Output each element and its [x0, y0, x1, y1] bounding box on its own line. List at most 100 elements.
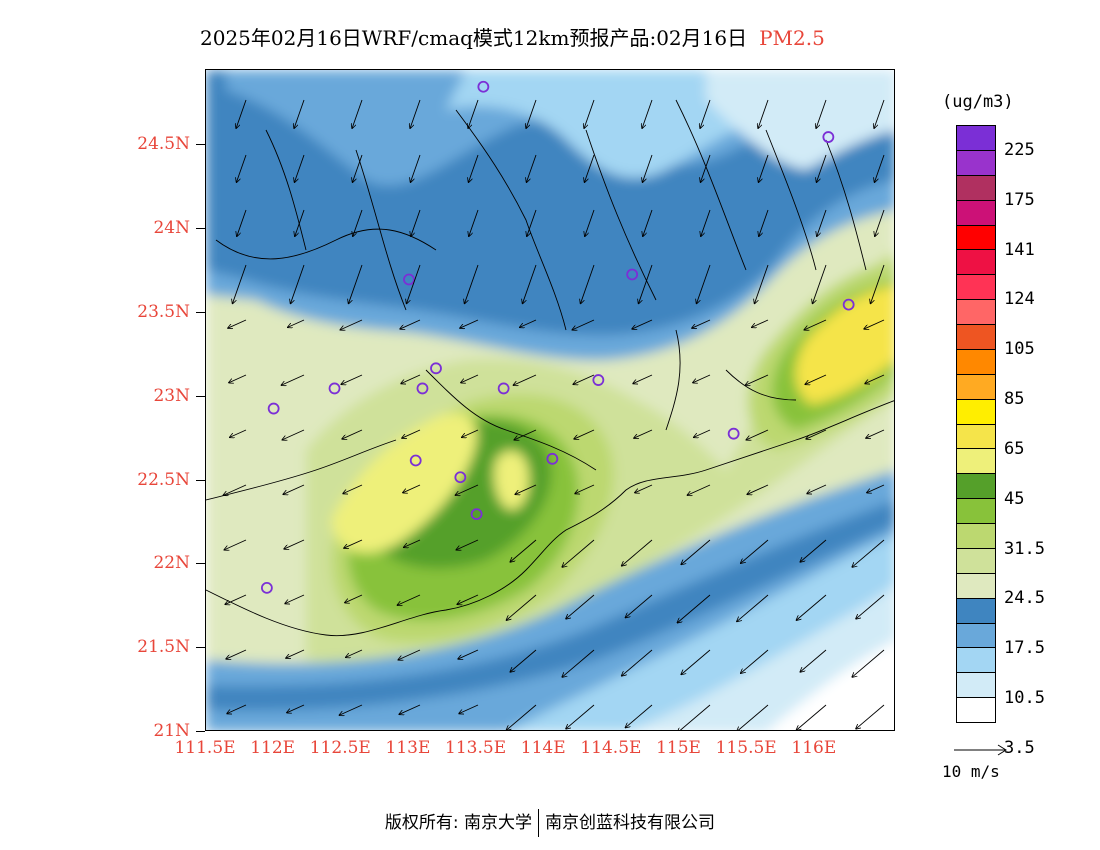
latitude-tick — [196, 228, 205, 230]
wind-arrow — [638, 264, 653, 304]
wind-arrow — [510, 539, 537, 562]
legend-swatch — [957, 349, 995, 375]
legend-label: 105 — [1004, 339, 1035, 360]
legend-swatch — [957, 648, 995, 674]
station-marker — [626, 268, 639, 281]
legend-swatch — [957, 374, 995, 400]
wind-arrow — [807, 484, 827, 494]
wind-arrow — [232, 264, 247, 304]
wind-arrow — [687, 484, 711, 495]
wind-arrow — [681, 649, 711, 675]
wind-arrow — [295, 209, 305, 236]
wind-arrow — [700, 99, 711, 128]
wind-arrow — [225, 594, 247, 604]
wind-arrow — [745, 374, 769, 385]
wind-arrow — [455, 484, 479, 495]
wind-arrow — [410, 99, 421, 128]
wind-reference-arrow — [954, 744, 1007, 756]
legend-label: 225 — [1004, 139, 1035, 160]
wind-arrow — [284, 539, 305, 549]
legend-label: 17.5 — [1004, 638, 1045, 659]
field-prd-40 — [331, 413, 477, 553]
legend-swatch — [957, 573, 995, 599]
wind-arrow — [805, 374, 827, 384]
wind-arrow — [642, 154, 653, 182]
field-north-3 — [706, 70, 894, 170]
legend-label: 175 — [1004, 189, 1035, 210]
footer-company: 南京创蓝科技有限公司 — [545, 813, 716, 833]
wind-arrow — [562, 539, 595, 567]
wind-arrow — [352, 99, 363, 128]
latitude-tick — [196, 563, 205, 565]
legend-swatch — [957, 225, 995, 251]
longitude-label: 113E — [385, 738, 431, 758]
wind-arrow — [285, 594, 305, 604]
wind-arrow — [758, 154, 769, 182]
wind-arrow — [692, 319, 711, 328]
wind-arrow — [340, 319, 363, 330]
wind-arrow — [281, 374, 305, 385]
legend-swatch — [957, 399, 995, 425]
wind-arrow — [506, 704, 537, 730]
wind-arrow — [397, 594, 421, 605]
station-marker — [592, 374, 605, 386]
wind-arrow — [580, 264, 595, 304]
wind-arrow — [694, 429, 711, 437]
wind-arrow — [574, 429, 595, 439]
wind-arrow — [346, 649, 363, 657]
wind-arrow — [411, 209, 421, 236]
wind-arrow — [526, 154, 537, 182]
footer-separator — [538, 809, 540, 837]
latitude-label: 23.5N — [137, 302, 190, 322]
wind-arrow — [562, 649, 595, 677]
wind-arrow — [642, 99, 653, 128]
legend-swatch — [957, 424, 995, 450]
wind-arrow — [806, 429, 827, 439]
wind-vectors — [223, 99, 885, 730]
color-legend — [956, 125, 996, 723]
wind-arrow — [237, 209, 247, 236]
wind-arrow — [816, 99, 827, 128]
wind-arrow — [403, 484, 421, 493]
wind-arrow — [635, 484, 653, 493]
wind-arrow — [339, 704, 363, 715]
wind-arrow — [754, 264, 769, 304]
wind-arrow — [229, 374, 247, 383]
province-boundaries — [206, 99, 867, 501]
wind-arrow — [462, 429, 479, 437]
wind-arrow — [633, 374, 653, 384]
wind-arrow — [527, 209, 537, 236]
wind-arrow — [343, 484, 363, 494]
wind-arrow — [867, 484, 885, 493]
wind-arrow — [758, 99, 769, 128]
wind-arrow — [236, 154, 247, 182]
title-main: 2025年02月16日WRF/cmaq模式12km预报产品:02月16日 — [200, 26, 748, 50]
wind-arrow — [632, 319, 653, 329]
wind-arrow — [282, 429, 305, 440]
wind-arrow — [410, 154, 421, 182]
wind-arrow — [513, 374, 537, 385]
wind-arrow — [752, 319, 769, 327]
station-marker — [267, 402, 280, 415]
legend-label: 10.5 — [1004, 688, 1045, 709]
wind-arrow — [458, 649, 479, 659]
pm25-concentration-map — [205, 69, 895, 731]
station-marker — [403, 273, 415, 286]
wind-arrow — [520, 319, 537, 327]
wind-arrow — [522, 264, 537, 304]
wind-arrow — [575, 484, 595, 494]
latitude-label: 21.5N — [137, 637, 190, 658]
wind-arrow — [852, 649, 885, 677]
latitude-tick — [196, 395, 205, 397]
legend-swatch — [957, 325, 995, 350]
legend-swatch — [957, 275, 995, 301]
wind-arrow — [643, 209, 653, 236]
legend-swatch — [957, 150, 995, 176]
wind-arrow — [461, 374, 479, 383]
legend-swatch — [957, 250, 995, 276]
latitude-label: 21N — [153, 721, 190, 741]
wind-arrow — [341, 374, 363, 384]
wind-arrow — [852, 539, 885, 567]
latitude-label: 24.5N — [137, 134, 190, 155]
wind-arrow — [353, 209, 363, 236]
